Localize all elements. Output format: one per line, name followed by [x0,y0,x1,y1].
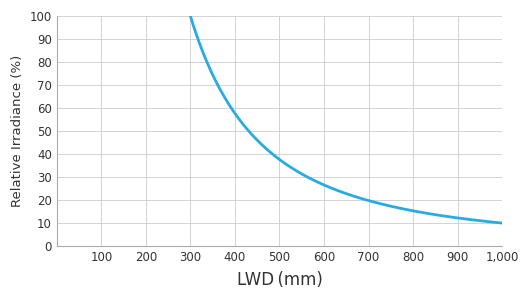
X-axis label: LWD (mm): LWD (mm) [236,271,322,289]
Y-axis label: Relative Irradiance (%): Relative Irradiance (%) [11,55,24,207]
